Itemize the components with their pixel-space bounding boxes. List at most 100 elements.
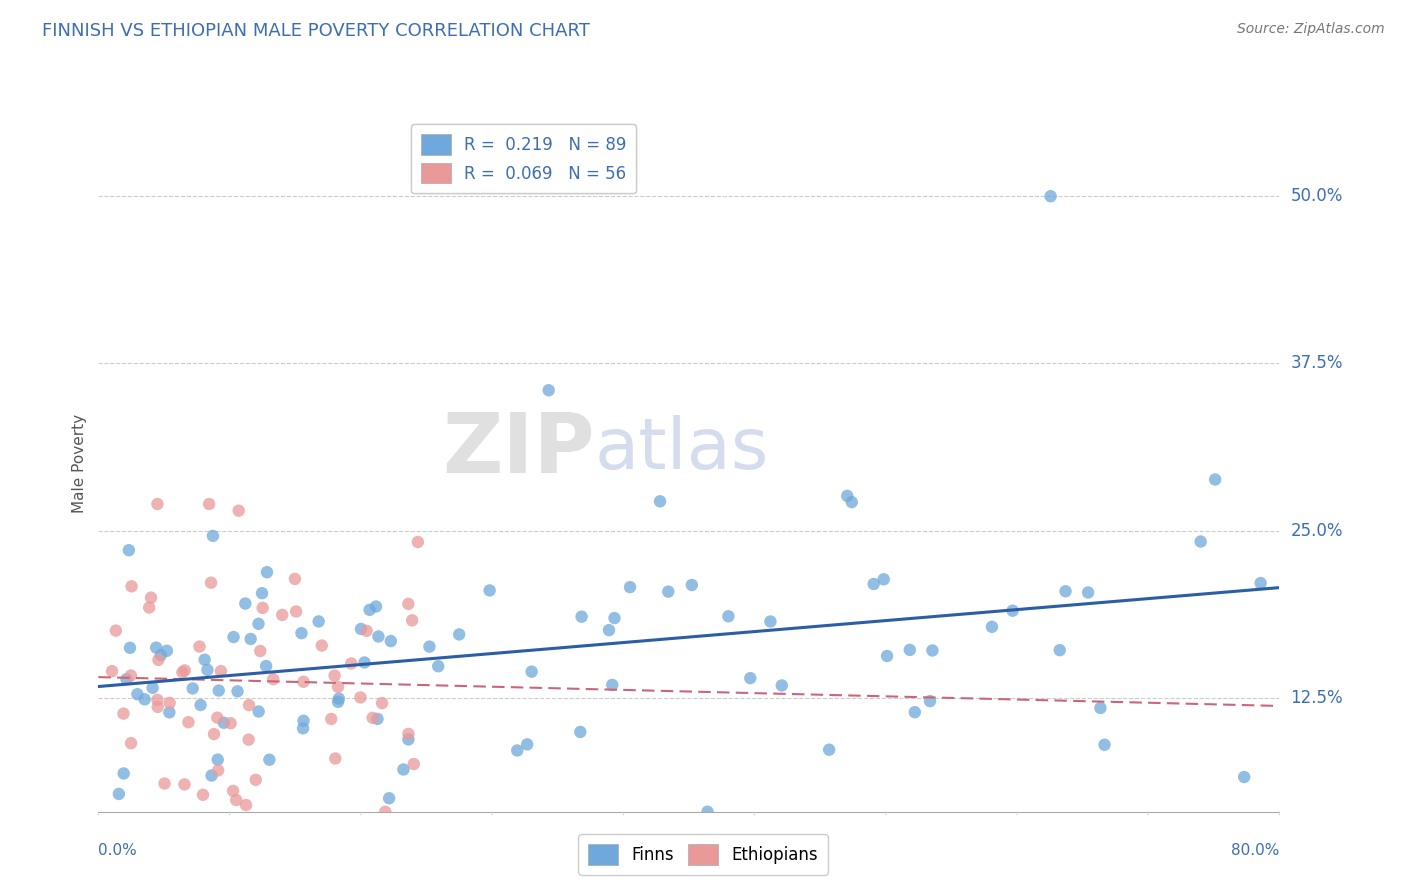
Text: Source: ZipAtlas.com: Source: ZipAtlas.com <box>1237 22 1385 37</box>
Point <box>980 620 1002 634</box>
Point <box>340 657 363 671</box>
Point <box>153 776 176 790</box>
Point <box>396 597 419 611</box>
Point <box>207 753 229 767</box>
Point <box>172 665 194 680</box>
Point <box>190 698 212 712</box>
Point <box>308 615 330 629</box>
Point <box>717 609 740 624</box>
Point <box>222 784 245 798</box>
Point <box>208 683 231 698</box>
Point <box>876 648 898 663</box>
Point <box>619 580 641 594</box>
Point <box>121 579 143 593</box>
Point <box>285 605 308 619</box>
Text: FINNISH VS ETHIOPIAN MALE POVERTY CORRELATION CHART: FINNISH VS ETHIOPIAN MALE POVERTY CORREL… <box>42 22 591 40</box>
Point <box>321 712 343 726</box>
Point <box>219 716 242 731</box>
Point <box>380 634 402 648</box>
Point <box>177 715 200 730</box>
Point <box>142 681 165 695</box>
Point <box>571 609 593 624</box>
Point <box>226 684 249 698</box>
Point <box>361 711 384 725</box>
Point <box>238 732 260 747</box>
Point <box>222 630 245 644</box>
Point <box>191 788 214 802</box>
Point <box>104 624 127 638</box>
Point <box>200 768 222 782</box>
Point <box>228 503 250 517</box>
Point <box>603 611 626 625</box>
Point <box>101 664 124 678</box>
Point <box>1077 585 1099 599</box>
Point <box>292 722 315 736</box>
Point <box>138 600 160 615</box>
Y-axis label: Male Poverty: Male Poverty <box>72 414 87 514</box>
Point <box>862 577 884 591</box>
Point <box>188 640 211 654</box>
Point <box>194 653 217 667</box>
Point <box>569 725 592 739</box>
Text: 12.5%: 12.5% <box>1291 689 1343 707</box>
Point <box>918 694 941 708</box>
Point <box>252 601 274 615</box>
Point <box>146 497 169 511</box>
Point <box>1054 584 1077 599</box>
Point <box>696 805 718 819</box>
Point <box>112 706 135 721</box>
Text: 80.0%: 80.0% <box>1232 843 1279 858</box>
Point <box>506 743 529 757</box>
Point <box>449 627 471 641</box>
Point <box>427 659 450 673</box>
Point <box>200 575 222 590</box>
Point <box>311 639 333 653</box>
Point <box>898 643 921 657</box>
Legend: Finns, Ethiopians: Finns, Ethiopians <box>578 834 828 875</box>
Point <box>401 613 423 627</box>
Point <box>292 714 315 728</box>
Point <box>118 543 141 558</box>
Point <box>292 674 315 689</box>
Point <box>146 699 169 714</box>
Point <box>254 659 277 673</box>
Point <box>156 644 179 658</box>
Point <box>921 643 943 657</box>
Point <box>108 787 131 801</box>
Point <box>235 797 257 812</box>
Point <box>262 672 284 686</box>
Point <box>478 583 501 598</box>
Point <box>350 622 373 636</box>
Point <box>392 763 415 777</box>
Point <box>328 691 350 706</box>
Point <box>127 687 149 701</box>
Point <box>145 640 167 655</box>
Point <box>159 696 181 710</box>
Point <box>239 632 262 646</box>
Point <box>770 678 793 692</box>
Point <box>212 715 235 730</box>
Point <box>1001 604 1024 618</box>
Point <box>247 616 270 631</box>
Point <box>120 736 142 750</box>
Point <box>323 751 346 765</box>
Point <box>600 678 623 692</box>
Point <box>1204 473 1226 487</box>
Point <box>367 630 389 644</box>
Point <box>173 777 195 791</box>
Point <box>233 597 256 611</box>
Point <box>657 584 679 599</box>
Point <box>598 623 620 637</box>
Point <box>202 727 225 741</box>
Point <box>284 572 307 586</box>
Point <box>396 732 419 747</box>
Text: atlas: atlas <box>595 416 769 484</box>
Point <box>209 664 232 678</box>
Point <box>198 497 221 511</box>
Point <box>378 791 401 805</box>
Point <box>149 648 172 663</box>
Point <box>1233 770 1256 784</box>
Point <box>1049 643 1071 657</box>
Point <box>256 565 278 579</box>
Point <box>349 690 371 705</box>
